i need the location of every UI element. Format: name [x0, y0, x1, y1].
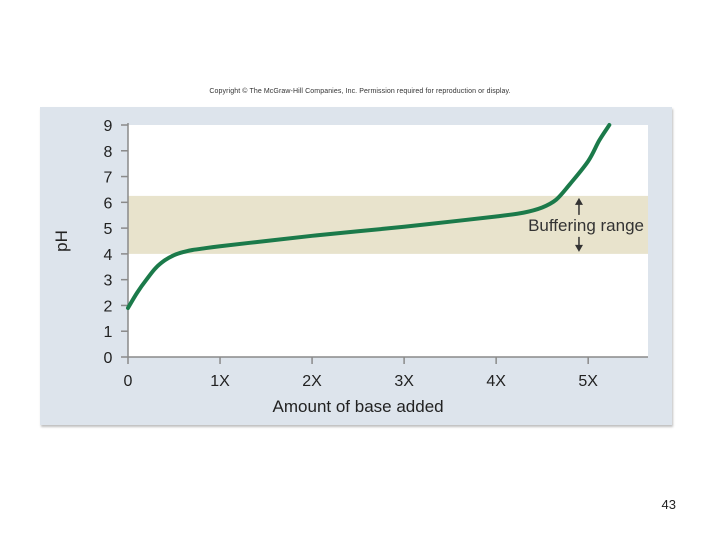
y-tick-labels: 0 1 2 3 4 5 6 7 8 9	[104, 118, 113, 367]
y-tick-label: 1	[104, 324, 113, 341]
x-tick-label: 3X	[394, 373, 414, 390]
x-tick-label: 4X	[486, 373, 506, 390]
y-tick-label: 7	[104, 170, 113, 187]
y-tick-label: 2	[104, 298, 113, 315]
tick-marks	[121, 124, 589, 364]
titration-chart: 0 1 2 3 4 5 6 7 8 9 0 1X 2X 3X 4X 5X Buffering range p…	[52, 118, 648, 416]
y-axis-title: pH	[52, 230, 71, 252]
titration-curve-line	[126, 123, 612, 310]
page-number: 43	[661, 497, 676, 512]
y-tick-label: 9	[104, 118, 113, 135]
y-tick-label: 4	[104, 247, 113, 264]
arrow-head-down	[574, 244, 583, 252]
y-tick-label: 5	[104, 221, 113, 238]
x-tick-label: 5X	[578, 373, 598, 390]
buffering-range-band	[128, 195, 648, 254]
x-tick-label: 2X	[302, 373, 322, 390]
y-tick-label: 3	[104, 273, 113, 290]
copyright-notice: Copyright © The McGraw-Hill Companies, I…	[209, 88, 511, 95]
y-tick-label: 6	[104, 195, 113, 212]
x-tick-label: 0	[124, 373, 133, 390]
y-tick-label: 0	[104, 350, 113, 367]
buffering-range-arrow	[574, 197, 583, 252]
x-axis-title: Amount of base added	[273, 397, 444, 416]
x-tick-label: 1X	[210, 373, 230, 390]
arrow-head-up	[574, 197, 583, 205]
chart-panel: 0 1 2 3 4 5 6 7 8 9 0 1X 2X 3X 4X 5X Buffering range p…	[40, 107, 672, 425]
x-tick-labels: 0 1X 2X 3X 4X 5X	[124, 373, 599, 390]
y-tick-label: 8	[104, 144, 113, 161]
buffering-range-label: Buffering range	[528, 216, 644, 235]
